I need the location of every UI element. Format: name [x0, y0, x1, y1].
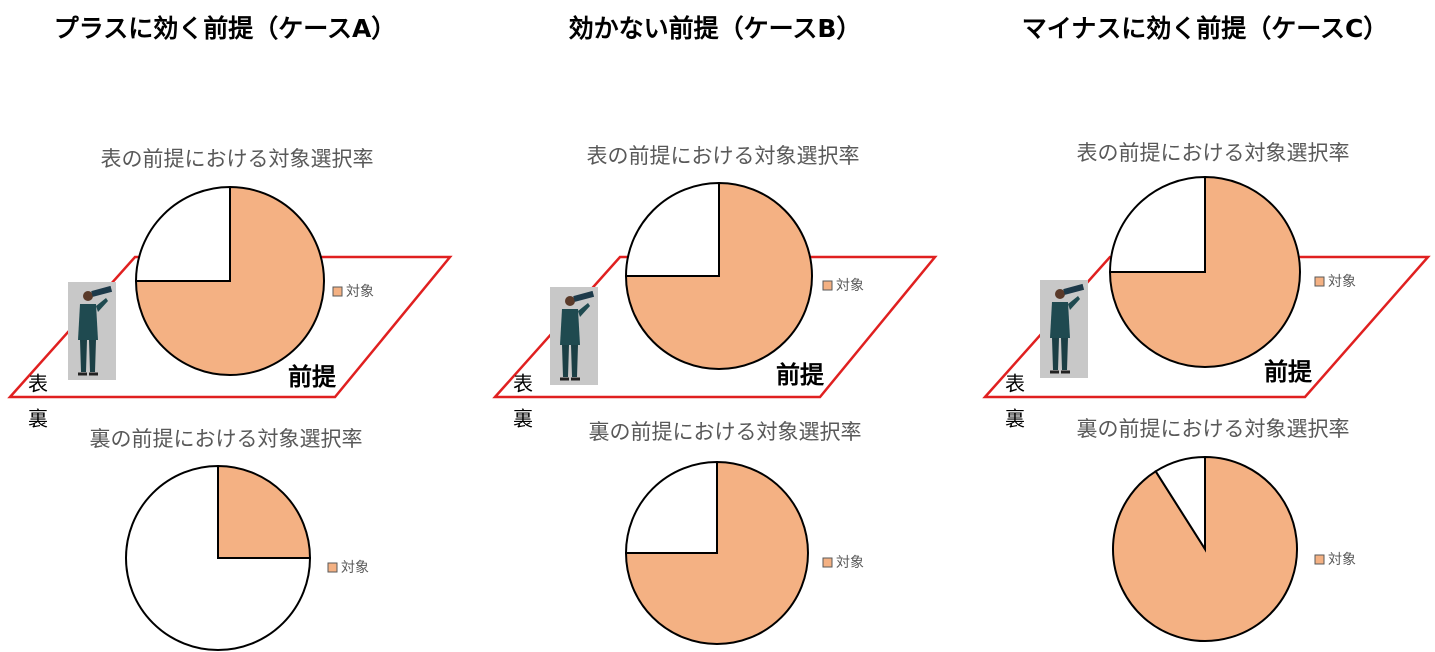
legend-swatch: [823, 558, 832, 567]
back-label: 裏: [1005, 407, 1025, 431]
front-label: 表: [513, 372, 533, 396]
column-title: プラスに効く前提（ケースA）: [54, 14, 397, 43]
legend-swatch: [1315, 555, 1324, 564]
legend-label: 対象: [341, 560, 369, 576]
legend-label: 対象: [1328, 274, 1356, 290]
premise-label: 前提: [1264, 358, 1313, 386]
premise-label: 前提: [776, 361, 825, 389]
legend-swatch: [1315, 277, 1324, 286]
pie-slice: [218, 466, 310, 558]
legend-label: 対象: [836, 278, 864, 294]
back-label: 裏: [28, 407, 48, 431]
person-icon: [68, 282, 116, 380]
front-label: 表: [28, 372, 48, 396]
legend-label: 対象: [346, 284, 374, 300]
chart-title: 裏の前提における対象選択率: [1077, 417, 1350, 441]
pie-slice: [136, 187, 230, 281]
legend-label: 対象: [836, 555, 864, 571]
column-title: マイナスに効く前提（ケースC）: [1022, 14, 1389, 43]
chart-title: 表の前提における対象選択率: [1077, 141, 1350, 165]
person-icon: [1040, 280, 1088, 378]
person-icon: [550, 287, 598, 385]
chart-title: 表の前提における対象選択率: [587, 144, 860, 168]
legend-swatch: [328, 563, 337, 572]
column-title: 効かない前提（ケースB）: [569, 14, 862, 43]
legend-label: 対象: [1328, 552, 1356, 568]
chart-title: 裏の前提における対象選択率: [589, 420, 862, 444]
legend-swatch: [333, 287, 342, 296]
back-label: 裏: [513, 407, 533, 431]
legend-swatch: [823, 281, 832, 290]
slide: プラスに効く前提（ケースA）表裏前提効かない前提（ケースB）表裏前提マイナスに効…: [0, 0, 1435, 652]
pie-slice: [626, 462, 717, 553]
premise-label: 前提: [288, 363, 337, 391]
pie-slice: [626, 183, 719, 276]
chart-title: 表の前提における対象選択率: [101, 147, 374, 171]
front-label: 表: [1005, 372, 1025, 396]
pie-slice: [1110, 177, 1205, 272]
chart-title: 裏の前提における対象選択率: [90, 427, 363, 451]
